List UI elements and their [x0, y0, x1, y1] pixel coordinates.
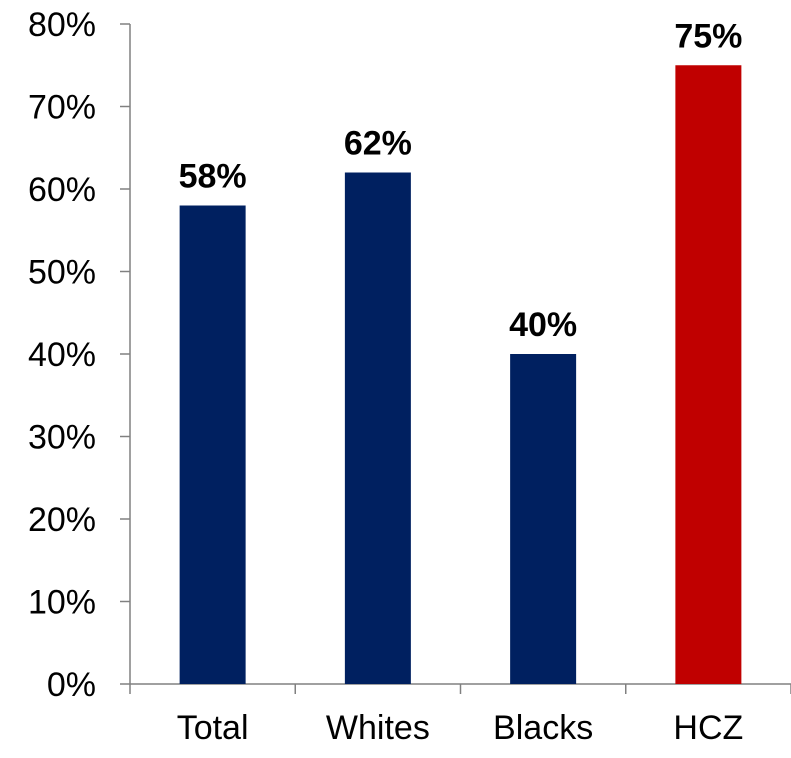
data-label: 62%	[344, 125, 412, 163]
y-tick-label: 40%	[28, 336, 96, 374]
x-tick-label: Blacks	[493, 709, 593, 747]
x-tick-label: HCZ	[673, 709, 743, 747]
bar-hcz	[675, 65, 742, 684]
bar-whites	[344, 172, 411, 684]
bar-total	[179, 205, 246, 684]
y-tick-label: 10%	[28, 584, 96, 622]
y-tick-label: 80%	[28, 6, 96, 44]
y-tick-label: 0%	[47, 666, 96, 704]
x-tick-label: Whites	[326, 709, 430, 747]
y-tick-label: 30%	[28, 419, 96, 457]
y-tick-label: 50%	[28, 254, 96, 292]
y-tick-label: 70%	[28, 89, 96, 127]
y-tick-label: 20%	[28, 501, 96, 539]
data-label: 58%	[179, 158, 247, 196]
x-axis: Total Whites Blacks HCZ	[129, 683, 791, 747]
bar-blacks	[510, 354, 577, 684]
y-axis: 0% 10% 20% 30% 40% 50% 60% 70% 80%	[28, 6, 131, 704]
data-label: 40%	[509, 306, 577, 344]
data-labels: 58% 62% 40% 75%	[179, 17, 743, 344]
y-tick-label: 60%	[28, 171, 96, 209]
data-label: 75%	[674, 17, 742, 55]
x-tick-label: Total	[177, 709, 249, 747]
bars	[179, 65, 742, 684]
